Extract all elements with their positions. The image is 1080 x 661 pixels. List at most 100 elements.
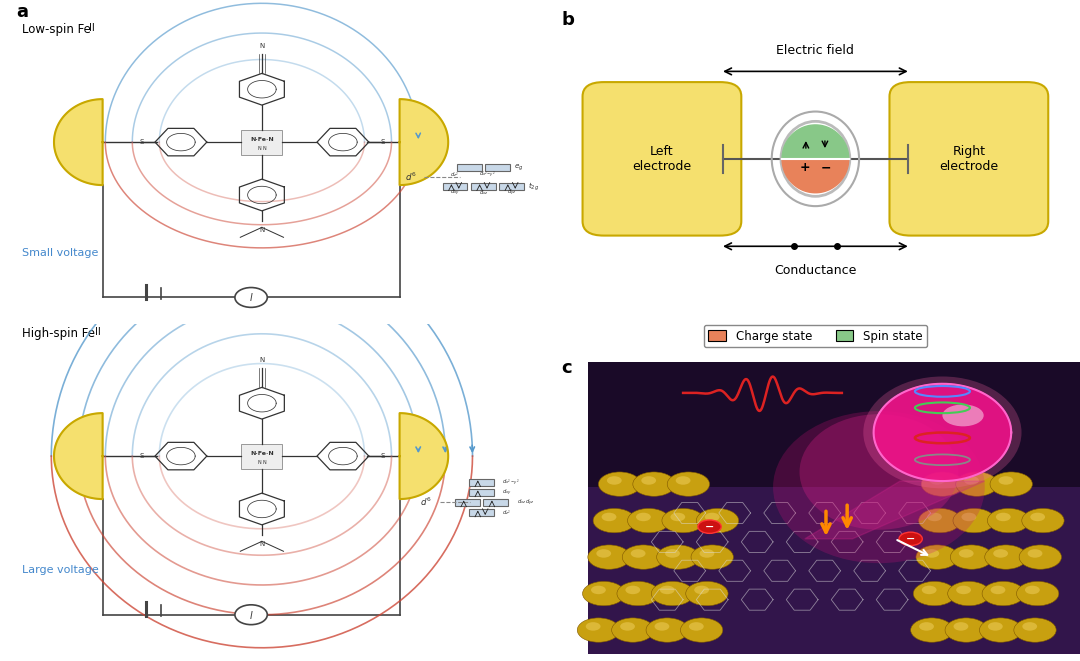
Text: +: + [799,161,810,175]
FancyBboxPatch shape [890,82,1049,235]
Circle shape [667,472,710,496]
Text: N: N [259,541,265,547]
Text: $d^6$: $d^6$ [420,496,432,508]
Polygon shape [400,99,448,185]
Text: N: N [259,42,265,48]
Text: S: S [139,139,144,145]
Text: S: S [380,453,384,459]
Circle shape [598,472,640,496]
Circle shape [617,582,659,605]
Circle shape [899,532,922,545]
Text: $I$: $I$ [248,609,254,621]
Circle shape [698,520,721,533]
Circle shape [654,622,670,631]
Polygon shape [805,481,985,539]
Bar [499,183,524,190]
Circle shape [660,586,675,594]
Bar [469,489,494,496]
Circle shape [657,545,699,569]
Circle shape [994,549,1008,558]
Circle shape [686,582,728,605]
Text: $d_{xz}$: $d_{xz}$ [478,188,488,196]
Circle shape [651,582,693,605]
Bar [457,164,482,171]
Circle shape [954,622,969,631]
Text: −: − [906,534,916,544]
Text: $d_{xy}$: $d_{xy}$ [502,488,512,498]
Circle shape [985,545,1027,569]
Circle shape [916,545,958,569]
Text: Left
electrode: Left electrode [633,145,691,173]
Circle shape [921,472,963,496]
Text: N·Fe·N: N·Fe·N [251,451,273,456]
Text: $I$: $I$ [248,292,254,303]
Polygon shape [782,159,849,193]
Circle shape [956,472,998,496]
Text: N: N [258,145,261,151]
Circle shape [953,508,996,533]
Circle shape [1022,508,1064,533]
Bar [469,479,494,486]
Ellipse shape [799,414,958,529]
Text: $d_{z^2}$: $d_{z^2}$ [502,508,511,517]
Ellipse shape [863,377,1022,488]
Circle shape [625,586,640,594]
Text: −: − [821,161,832,175]
Bar [484,499,508,506]
Text: N: N [262,459,266,465]
Circle shape [1023,622,1037,631]
Circle shape [620,622,635,631]
Circle shape [662,508,704,533]
Circle shape [235,288,268,307]
Text: $e_g$: $e_g$ [514,163,524,173]
Circle shape [585,622,600,631]
Circle shape [1025,586,1040,594]
Circle shape [627,508,670,533]
Circle shape [1030,513,1045,522]
Text: N: N [259,227,265,233]
Text: Low-spin Fe: Low-spin Fe [22,23,91,36]
Circle shape [591,586,606,594]
Circle shape [945,618,987,642]
Circle shape [924,549,940,558]
Circle shape [636,513,651,522]
Bar [455,499,480,506]
Circle shape [988,622,1002,631]
Circle shape [694,586,710,594]
Text: S: S [380,139,384,145]
Text: Right
electrode: Right electrode [940,145,998,173]
Polygon shape [874,384,1011,481]
Circle shape [910,618,953,642]
Polygon shape [400,413,448,499]
Bar [469,510,494,516]
Text: N: N [259,356,265,362]
Text: $d_{x^2\!-\!y^2}$: $d_{x^2\!-\!y^2}$ [480,170,496,180]
Circle shape [980,618,1022,642]
Circle shape [947,582,990,605]
Circle shape [633,472,675,496]
Circle shape [602,513,617,522]
Circle shape [671,513,685,522]
Text: S: S [139,453,144,459]
Circle shape [582,582,625,605]
Text: Conductance: Conductance [774,264,856,277]
Bar [485,164,510,171]
Bar [242,130,283,155]
Polygon shape [782,125,849,159]
Circle shape [676,476,690,485]
Text: N: N [262,145,266,151]
FancyBboxPatch shape [588,487,1080,654]
Text: $d_{yz}$: $d_{yz}$ [507,188,516,198]
Text: Electric field: Electric field [777,44,854,57]
FancyBboxPatch shape [588,362,1080,654]
Circle shape [622,545,664,569]
Bar [471,183,496,190]
Circle shape [596,549,611,558]
Circle shape [956,586,971,594]
Circle shape [999,476,1013,485]
Circle shape [607,476,622,485]
Circle shape [235,605,268,625]
Circle shape [1020,545,1062,569]
Bar [242,444,283,469]
Circle shape [950,545,993,569]
